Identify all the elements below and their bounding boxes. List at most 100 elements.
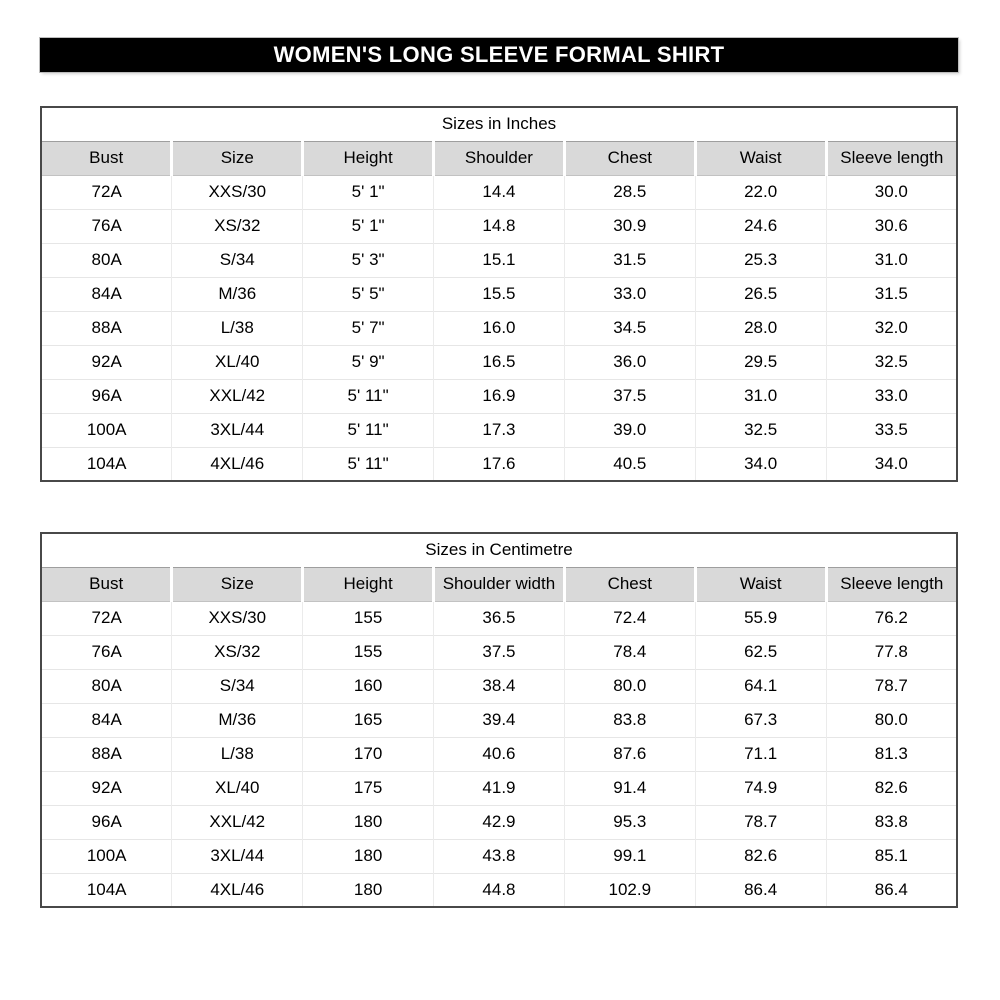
table-row: 76A XS/32 5' 1" 14.8 30.9 24.6 30.6 bbox=[41, 208, 957, 243]
table-body: 72A XXS/30 5' 1" 14.4 28.5 22.0 30.0 76A XS/32 5'… bbox=[41, 175, 957, 481]
table-cell: 16.9 bbox=[433, 378, 565, 413]
column-header: Size bbox=[170, 141, 303, 176]
table-row: 72A XXS/30 5' 1" 14.4 28.5 22.0 30.0 bbox=[41, 175, 957, 209]
table-cell: 4XL/46 bbox=[171, 872, 303, 907]
table-row: 84A M/36 5' 5" 15.5 33.0 26.5 31.5 bbox=[41, 276, 957, 311]
table-cell: XXS/30 bbox=[171, 175, 303, 209]
table-cell: 5' 9" bbox=[302, 344, 434, 379]
table-cell: 31.0 bbox=[825, 242, 957, 277]
table-cell: 78.4 bbox=[563, 634, 696, 669]
table-cell: 55.9 bbox=[694, 601, 827, 635]
column-header: Chest bbox=[562, 141, 696, 176]
table-cell: 84A bbox=[41, 702, 172, 737]
table-cell: 5' 1" bbox=[302, 175, 434, 209]
table-cell: 5' 11" bbox=[302, 446, 434, 481]
table-cell: 33.0 bbox=[825, 378, 957, 413]
table-cell: 34.0 bbox=[694, 446, 827, 481]
table-cell: 96A bbox=[41, 378, 172, 413]
table-cell: 86.4 bbox=[825, 872, 957, 907]
table-row: 92A XL/40 5' 9" 16.5 36.0 29.5 32.5 bbox=[41, 344, 957, 379]
table-cell: 39.4 bbox=[433, 702, 565, 737]
table-cell: 3XL/44 bbox=[171, 838, 303, 873]
table-cell: XL/40 bbox=[171, 770, 303, 805]
table-cell: 165 bbox=[302, 702, 434, 737]
table-cell: 72A bbox=[91, 182, 122, 201]
table-cell: 34.5 bbox=[563, 310, 696, 345]
table-row: 88A L/38 170 40.6 87.6 71.1 81.3 bbox=[41, 736, 957, 771]
table-row: 100A 3XL/44 180 43.8 99.1 82.6 85.1 bbox=[41, 838, 957, 873]
table-cell: M/36 bbox=[171, 702, 303, 737]
table-cell: 32.0 bbox=[825, 310, 957, 345]
table-cell: 36.5 bbox=[433, 601, 565, 635]
column-header: Sleeve length bbox=[824, 141, 957, 176]
table-row: 104A 4XL/46 180 44.8 102.9 86.4 86.4 bbox=[41, 872, 957, 907]
table-cell: 31.5 bbox=[563, 242, 696, 277]
table-caption: Sizes in Centimetre bbox=[41, 533, 957, 568]
table-row: 84A M/36 165 39.4 83.8 67.3 80.0 bbox=[41, 702, 957, 737]
column-header: Chest bbox=[562, 567, 696, 602]
table-cell: 92A bbox=[41, 770, 172, 805]
table-cell: 91.4 bbox=[563, 770, 696, 805]
column-header: Waist bbox=[693, 141, 827, 176]
table-cell: 82.6 bbox=[694, 838, 827, 873]
table-row: 72A XXS/30 155 36.5 72.4 55.9 76.2 bbox=[41, 601, 957, 635]
table-cell: 22.0 bbox=[694, 175, 827, 209]
table-cell: 80.0 bbox=[563, 668, 696, 703]
table-cell: 76.2 bbox=[825, 601, 957, 635]
table-cell: 43.8 bbox=[433, 838, 565, 873]
table-cell: 84A bbox=[41, 276, 172, 311]
column-header: Bust bbox=[41, 141, 172, 176]
table-cell: 72A bbox=[91, 608, 122, 627]
column-header: Size bbox=[170, 567, 303, 602]
table-cell: 33.5 bbox=[825, 412, 957, 447]
table-cell: 76A bbox=[41, 208, 172, 243]
size-table-centimetre: Sizes in Centimetre Bust Size Height Should… bbox=[40, 532, 958, 908]
table-cell: L/38 bbox=[171, 310, 303, 345]
table-cell: 76A bbox=[41, 634, 172, 669]
table-cell: 88A bbox=[41, 736, 172, 771]
table-row: 88A L/38 5' 7" 16.0 34.5 28.0 32.0 bbox=[41, 310, 957, 345]
page-title: WOMEN'S LONG SLEEVE FORMAL SHIRT bbox=[273, 42, 725, 67]
table-cell: 64.1 bbox=[694, 668, 827, 703]
table-cell: 32.5 bbox=[694, 412, 827, 447]
table-cell: 86.4 bbox=[694, 872, 827, 907]
table-cell: 99.1 bbox=[563, 838, 696, 873]
table-cell: 95.3 bbox=[563, 804, 696, 839]
table-cell: 155 bbox=[302, 601, 434, 635]
table-cell: 15.1 bbox=[433, 242, 565, 277]
table-cell: 44.8 bbox=[433, 872, 565, 907]
table-cell: 80A bbox=[41, 242, 172, 277]
table-cell: 30.6 bbox=[825, 208, 957, 243]
table-cell: 26.5 bbox=[694, 276, 827, 311]
table-cell: 80A bbox=[41, 668, 172, 703]
column-header: Height bbox=[301, 141, 434, 176]
table-cell: 38.4 bbox=[433, 668, 565, 703]
table-header-row: Bust Size Height Shoulder width Chest Waist Sl… bbox=[41, 567, 957, 602]
table-cell: 5' 7" bbox=[302, 310, 434, 345]
table-cell: 100A bbox=[41, 412, 172, 447]
table-row: 96A XXL/42 180 42.9 95.3 78.7 83.8 bbox=[41, 804, 957, 839]
table-cell: 30.0 bbox=[825, 175, 957, 209]
table-cell: 16.0 bbox=[433, 310, 565, 345]
table-cell: 39.0 bbox=[563, 412, 696, 447]
table-cell: 100A bbox=[41, 838, 172, 873]
table-cell: 155 bbox=[302, 634, 434, 669]
table-cell: 67.3 bbox=[694, 702, 827, 737]
table-cell: 180 bbox=[302, 838, 434, 873]
table-cell: 14.8 bbox=[433, 208, 565, 243]
size-table-inches: Sizes in Inches Bust Size Height Shoulder Ch… bbox=[40, 106, 958, 482]
table-cell: 78.7 bbox=[825, 668, 957, 703]
table-cell: 81.3 bbox=[825, 736, 957, 771]
table-header-row: Bust Size Height Shoulder Chest Waist Sleeve l… bbox=[41, 141, 957, 176]
table-row: 80A S/34 5' 3" 15.1 31.5 25.3 31.0 bbox=[41, 242, 957, 277]
table-cell: S/34 bbox=[171, 242, 303, 277]
table-cell: 33.0 bbox=[563, 276, 696, 311]
table-cell: XXS/30 bbox=[171, 601, 303, 635]
table-cell: 29.5 bbox=[694, 344, 827, 379]
table-cell: L/38 bbox=[171, 736, 303, 771]
table-row: 100A 3XL/44 5' 11" 17.3 39.0 32.5 33.5 bbox=[41, 412, 957, 447]
column-header: Shoulder bbox=[432, 141, 565, 176]
table-cell: 96A bbox=[41, 804, 172, 839]
table-caption-row: Sizes in Inches bbox=[41, 107, 957, 142]
table-cell: 28.0 bbox=[694, 310, 827, 345]
